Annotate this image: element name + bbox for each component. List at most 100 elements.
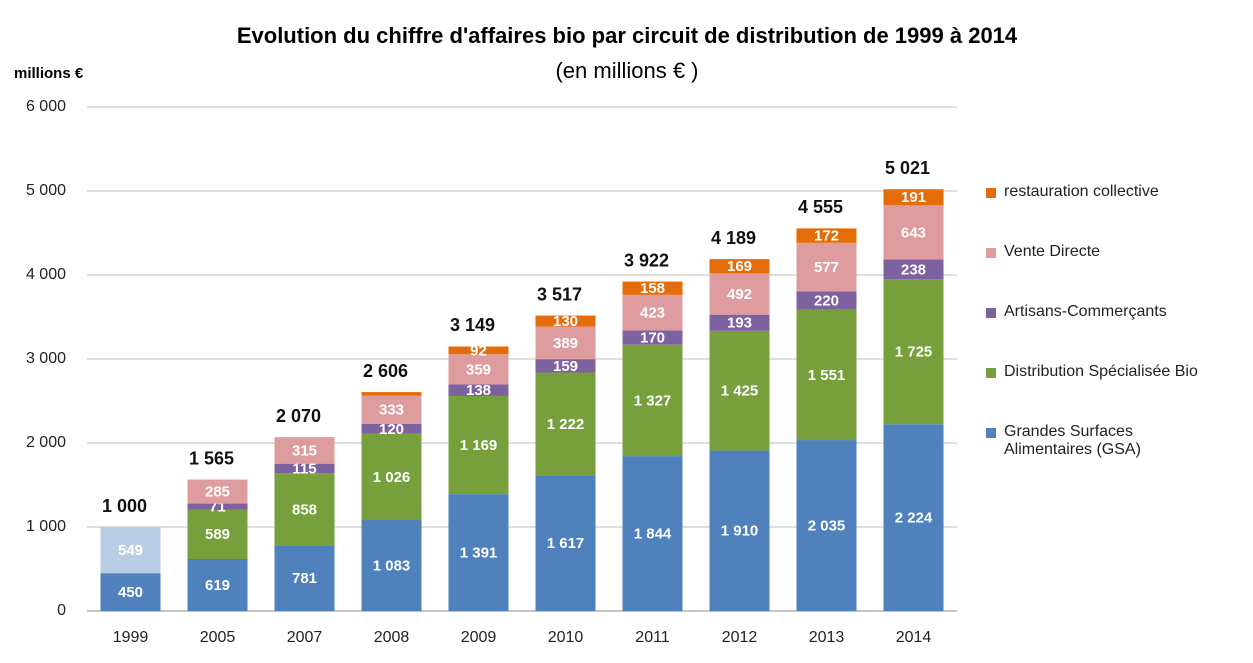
- bar-segment: [361, 423, 422, 434]
- bar-segment: [361, 392, 422, 396]
- data-label: 285: [205, 484, 230, 501]
- y-tick-label: 6 000: [26, 98, 66, 115]
- data-label: 169: [727, 258, 752, 275]
- data-label: 1 425: [721, 383, 759, 400]
- y-axis-label: millions €: [14, 65, 84, 82]
- legend-item: restauration collective: [980, 183, 1230, 243]
- bar-segment: [796, 309, 857, 441]
- data-label: 333: [379, 402, 404, 419]
- data-label: 450: [118, 584, 143, 601]
- bar-segment: [709, 450, 770, 611]
- legend-item: Grandes Surfaces Alimentaires (GSA): [980, 423, 1230, 483]
- bar-segment: [100, 573, 161, 611]
- data-label: 120: [379, 421, 404, 438]
- total-label: 5 021: [885, 158, 930, 178]
- bar-segment: [448, 384, 509, 396]
- bar-segment: [535, 315, 596, 327]
- x-tick-label: 1999: [113, 629, 149, 646]
- data-label: 423: [640, 305, 665, 322]
- bar-segment: [883, 424, 944, 611]
- legend-swatch: [986, 188, 996, 198]
- legend-label: Artisans-Commerçants: [1004, 303, 1167, 320]
- data-label: 92: [470, 342, 487, 359]
- bar-segment: [274, 473, 335, 546]
- data-label: 1 551: [808, 367, 846, 384]
- total-label: 2 070: [276, 406, 321, 426]
- data-label: 492: [727, 286, 752, 303]
- bar-segment: [796, 291, 857, 310]
- data-label: 172: [814, 228, 839, 245]
- bar-segment: [883, 259, 944, 280]
- data-label: 389: [553, 335, 578, 352]
- total-label: 4 555: [798, 197, 843, 217]
- bar-segment: [796, 242, 857, 292]
- total-label: 1 565: [189, 448, 234, 468]
- data-label: 1 222: [547, 416, 585, 433]
- y-tick-label: 3 000: [26, 350, 66, 367]
- bar-segment: [622, 456, 683, 611]
- data-label: 130: [553, 313, 578, 330]
- bar-segment: [709, 273, 770, 315]
- bar-segment: [535, 372, 596, 476]
- bar-segment: [535, 326, 596, 360]
- y-tick-label: 0: [57, 602, 66, 619]
- total-label: 3 149: [450, 315, 495, 335]
- bar-segment: [796, 228, 857, 243]
- legend-item: Artisans-Commerçants: [980, 303, 1230, 363]
- data-label: 1 910: [721, 523, 759, 540]
- data-label: 359: [466, 361, 491, 378]
- data-label: 115: [292, 460, 316, 477]
- total-label: 2 606: [363, 361, 408, 381]
- data-label: 1 026: [373, 469, 411, 486]
- legend-item: Distribution Spécialisée Bio: [980, 363, 1230, 423]
- bar-segment: [187, 509, 248, 560]
- data-label: 1 617: [547, 535, 585, 552]
- bar-segment: [187, 479, 248, 504]
- legend-label: Vente Directe: [1004, 243, 1101, 260]
- bar-segment: [448, 354, 509, 385]
- total-label: 3 517: [537, 284, 582, 304]
- bar-segment: [448, 494, 509, 611]
- bar-segment: [622, 294, 683, 331]
- bar-segment: [274, 545, 335, 611]
- data-label: 1 391: [460, 545, 498, 562]
- legend-swatch: [986, 368, 996, 378]
- bar-segment: [883, 205, 944, 260]
- bar-segment: [361, 433, 422, 521]
- data-label: 577: [814, 259, 839, 276]
- bar-segment: [274, 437, 335, 464]
- data-label: 159: [553, 358, 578, 375]
- y-tick-label: 4 000: [26, 266, 66, 283]
- bar-segment: [187, 503, 248, 510]
- total-label: 3 922: [624, 250, 669, 270]
- bar-segment: [709, 330, 770, 451]
- bar-segment: [448, 395, 509, 495]
- data-label: 1 844: [634, 526, 672, 543]
- x-tick-label: 2014: [896, 629, 932, 646]
- data-label: 315: [292, 442, 317, 459]
- bar-segment: [622, 281, 683, 295]
- legend-label: Distribution Spécialisée Bio: [1004, 363, 1198, 380]
- total-label: 4 189: [711, 228, 756, 248]
- legend: restauration collective Vente Directe Arti…: [980, 183, 1230, 483]
- x-tick-label: 2013: [809, 629, 845, 646]
- data-label: 2 224: [895, 510, 933, 527]
- legend-swatch: [986, 428, 996, 438]
- bar-segment: [535, 359, 596, 373]
- legend-label: restauration collective: [1004, 183, 1159, 200]
- data-label: 1 725: [895, 344, 933, 361]
- total-label: 1 000: [102, 496, 147, 516]
- bar-segment: [274, 463, 335, 474]
- chart-subtitle: (en millions € ): [555, 58, 698, 83]
- bar-segment: [883, 279, 944, 425]
- data-label: 549: [118, 542, 143, 559]
- bar-segment: [709, 314, 770, 331]
- y-tick-label: 2 000: [26, 434, 66, 451]
- x-tick-label: 2008: [374, 629, 410, 646]
- data-label: 138: [466, 382, 491, 399]
- data-label: 170: [640, 329, 665, 346]
- data-label: 2 035: [808, 517, 846, 534]
- data-label: 193: [727, 315, 752, 332]
